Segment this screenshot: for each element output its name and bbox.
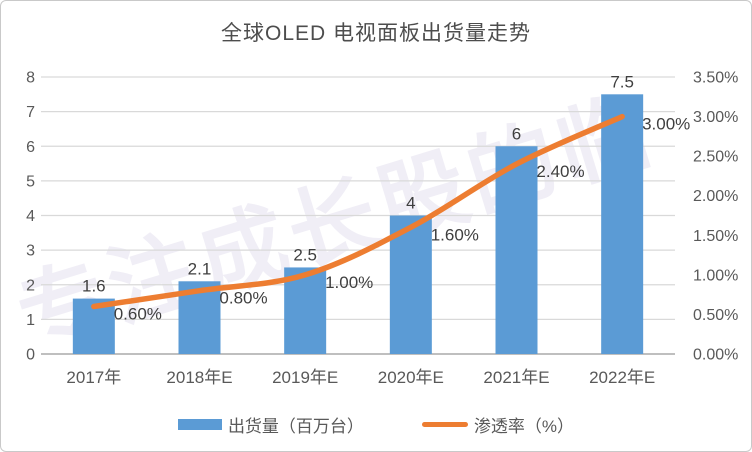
category-label: 2017年	[66, 368, 121, 387]
category-label: 2022年E	[589, 368, 655, 387]
right-axis-tick: 0.00%	[693, 347, 738, 364]
right-axis-tick: 3.50%	[693, 70, 738, 87]
left-axis-tick: 2	[26, 277, 35, 294]
chart-legend: 出货量（百万台） 渗透率（%）	[1, 412, 751, 437]
legend-item-shipments: 出货量（百万台）	[177, 412, 364, 437]
left-axis-tick: 1	[26, 312, 35, 329]
line-value-label: 2.40%	[536, 162, 584, 181]
category-label: 2018年E	[166, 368, 232, 387]
bar-2021年E	[495, 146, 538, 354]
legend-item-penetration: 渗透率（%）	[421, 412, 575, 437]
bar-value-label: 2.5	[293, 245, 317, 264]
left-axis-tick: 4	[26, 208, 35, 225]
legend-bar-swatch	[177, 419, 222, 430]
left-axis-tick: 0	[26, 347, 35, 364]
right-axis-tick: 0.50%	[693, 307, 738, 324]
left-axis-tick: 7	[26, 104, 35, 121]
line-value-label: 1.60%	[431, 225, 479, 244]
bar-2019年E	[284, 267, 327, 354]
legend-label-penetration: 渗透率（%）	[473, 417, 575, 436]
line-value-label: 1.00%	[325, 273, 373, 292]
trend-line	[91, 113, 625, 310]
legend-line-swatch	[421, 422, 468, 427]
bar-value-label: 6	[512, 124, 521, 143]
right-axis-tick: 2.00%	[693, 188, 738, 205]
left-axis-tick: 8	[26, 70, 35, 87]
right-axis-tick: 2.50%	[693, 149, 738, 166]
left-axis-tick: 5	[26, 173, 35, 190]
bar-2020年E	[389, 215, 432, 354]
category-label: 2020年E	[378, 368, 444, 387]
bar-2022年E	[601, 94, 644, 354]
line-value-label: 3.00%	[642, 115, 690, 134]
left-axis-tick: 3	[26, 243, 35, 260]
right-axis-tick: 1.00%	[693, 267, 738, 284]
category-label: 2019年E	[272, 368, 338, 387]
line-value-label: 0.60%	[114, 305, 162, 324]
bar-value-label: 4	[406, 194, 415, 213]
legend-label-shipments: 出货量（百万台）	[227, 417, 364, 436]
bar-value-label: 2.1	[188, 259, 212, 278]
chart-title: 全球OLED 电视面板出货量走势	[220, 22, 532, 45]
category-label: 2021年E	[483, 368, 549, 387]
right-axis-tick: 1.50%	[693, 228, 738, 245]
right-axis-tick: 3.00%	[693, 109, 738, 126]
line-value-label: 0.80%	[219, 289, 267, 308]
bar-value-label: 7.5	[610, 72, 634, 91]
left-axis-tick: 6	[26, 139, 35, 156]
bar-value-label: 1.6	[82, 277, 106, 296]
